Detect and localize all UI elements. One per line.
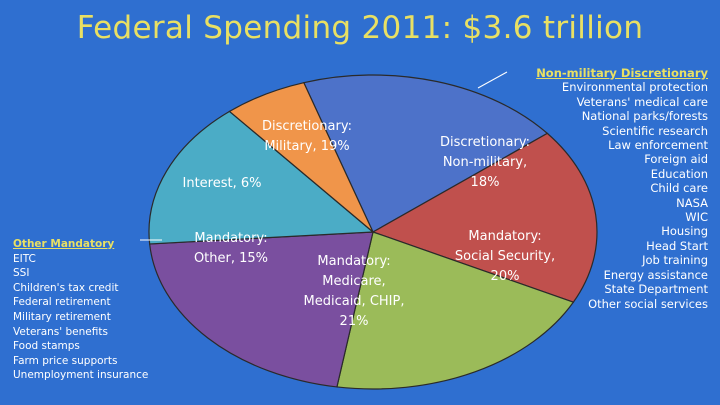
pie-slice-socialsecurity xyxy=(336,231,575,390)
nonmilitary-list-item: Other social services xyxy=(588,296,708,311)
nonmilitary-list-heading: Non-military Discretionary xyxy=(536,66,708,80)
pie-slice-nonmilitary xyxy=(371,132,598,303)
slice-label-interest: Interest, 6% xyxy=(183,176,262,191)
slice-label-nonmilitary: Discretionary: Non-military, 18% xyxy=(440,135,530,190)
pie-slice-medicare xyxy=(148,231,374,388)
pie-slice-military xyxy=(302,74,549,233)
other-mandatory-list-item: Food stamps xyxy=(13,340,80,353)
nonmilitary-list-item: Foreign aid xyxy=(644,152,708,167)
other-mandatory-list-item: Children's tax credit xyxy=(13,281,119,294)
slice-label-line: Non-military, xyxy=(443,155,527,170)
nonmilitary-list-item: Environmental protection xyxy=(561,80,708,95)
slice-label-line: Mandatory: xyxy=(194,231,267,246)
other-mandatory-list-item: SSI xyxy=(13,267,30,280)
slice-label-line: Mandatory: xyxy=(317,254,390,269)
slice-label-line: Medicaid, CHIP, xyxy=(304,294,405,309)
slice-label-other: Mandatory: Other, 15% xyxy=(194,231,268,266)
nonmilitary-list-item: Job training xyxy=(642,253,708,268)
other-mandatory-list-item: Veterans' benefits xyxy=(13,325,108,338)
nonmilitary-list-item: Housing xyxy=(661,224,708,239)
chart-title: Federal Spending 2011: $3.6 trillion xyxy=(76,10,644,46)
slice-label-line: Medicare, xyxy=(322,274,385,289)
nonmilitary-list-item: Energy assistance xyxy=(603,267,708,282)
nonmilitary-list-item: Law enforcement xyxy=(608,138,708,153)
other-mandatory-list-item: Unemployment insurance xyxy=(13,369,149,382)
nonmilitary-callout-line xyxy=(477,71,508,89)
slice-label-line: Discretionary: xyxy=(262,119,352,134)
slice-label-line: 21% xyxy=(340,314,369,329)
slice-label-line: Discretionary: xyxy=(440,135,530,150)
nonmilitary-list-item: NASA xyxy=(676,195,708,210)
nonmilitary-list-item: WIC xyxy=(685,210,708,225)
slice-label-line: Military, 19% xyxy=(264,139,349,154)
nonmilitary-list-item: State Department xyxy=(604,282,708,297)
nonmilitary-discretionary-list: Non-military Discretionary Environmental… xyxy=(536,66,708,311)
slice-label-medicare: Mandatory: Medicare, Medicaid, CHIP, 21% xyxy=(304,254,405,329)
nonmilitary-list-item: Veterans' medical care xyxy=(576,94,708,109)
slice-label-line: Interest, 6% xyxy=(183,176,262,191)
nonmilitary-list-item: Child care xyxy=(650,181,708,196)
pie-slice-interest xyxy=(228,81,374,233)
pie-slice-other xyxy=(148,110,375,245)
slice-label-line: 18% xyxy=(471,175,500,190)
nonmilitary-list-item: National parks/forests xyxy=(581,109,708,124)
other-mandatory-list-item: Federal retirement xyxy=(13,296,111,309)
slice-label-line: Other, 15% xyxy=(194,251,268,266)
nonmilitary-list-item: Scientific research xyxy=(602,123,708,138)
other-mandatory-list-item: EITC xyxy=(13,252,36,265)
other-mandatory-list-item: Military retirement xyxy=(13,310,111,323)
other-mandatory-list-heading: Other Mandatory xyxy=(13,238,115,250)
slice-label-line: 20% xyxy=(491,269,520,284)
nonmilitary-list-item: Education xyxy=(650,166,708,181)
other-mandatory-list-item: Farm price supports xyxy=(13,354,118,367)
slice-label-line: Social Security, xyxy=(455,249,555,264)
slice-label-socialsecurity: Mandatory: Social Security, 20% xyxy=(455,229,555,284)
slice-label-military: Discretionary: Military, 19% xyxy=(262,119,352,154)
other-mandatory-list: Other Mandatory EITC SSI Children's tax cr… xyxy=(13,237,148,383)
nonmilitary-list-item: Head Start xyxy=(646,238,708,253)
slice-label-line: Mandatory: xyxy=(468,229,541,244)
